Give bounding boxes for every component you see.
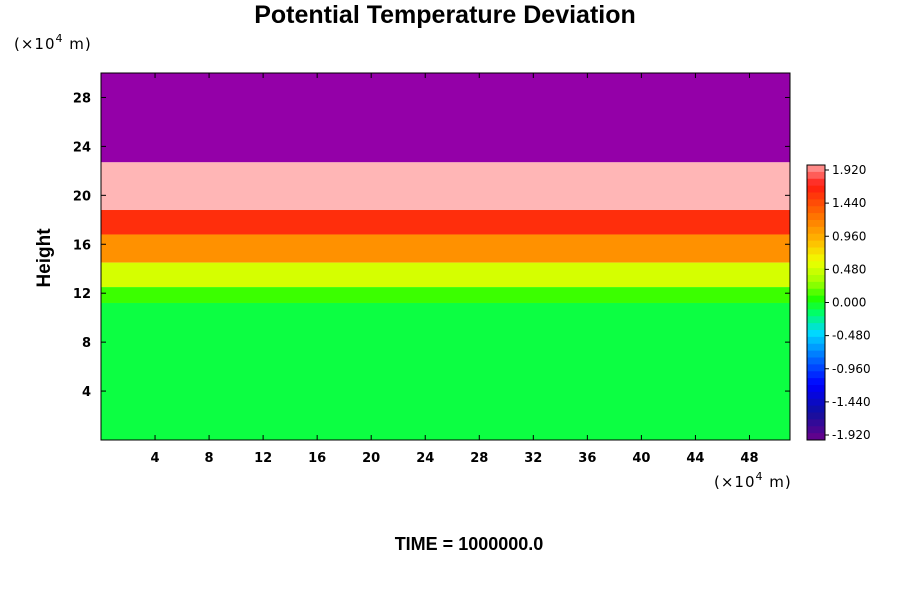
heatmap-band-1 — [101, 162, 790, 211]
heatmap-field — [101, 73, 790, 440]
colorbar-swatch — [807, 371, 825, 379]
colorbar-swatch — [807, 247, 825, 255]
colorbar-swatch — [807, 199, 825, 207]
x-tick-label: 40 — [632, 451, 650, 466]
colorbar-swatch — [807, 357, 825, 365]
colorbar-tick-label: 0.000 — [832, 296, 866, 310]
chart-title: Potential Temperature Deviation — [254, 1, 636, 29]
colorbar-swatch — [807, 206, 825, 214]
x-axis-unit: (×104 m) — [714, 470, 792, 491]
colorbar-swatch — [807, 233, 825, 242]
y-axis-ticks: 4 8 12 16 20 24 28 — [73, 91, 790, 400]
x-tick-label: 32 — [524, 451, 542, 466]
colorbar-swatch — [807, 165, 825, 173]
colorbar-swatch — [807, 309, 825, 317]
colorbar-swatch — [807, 412, 825, 420]
colorbar-tick-label: -1.920 — [832, 428, 871, 442]
heatmap-band-0 — [101, 73, 790, 163]
colorbar-swatch — [807, 240, 825, 248]
x-tick-label: 28 — [470, 451, 488, 466]
x-axis-ticks: 4 8 12 16 20 24 28 32 36 40 44 48 — [151, 73, 759, 466]
x-tick-label: 8 — [205, 451, 214, 466]
x-tick-label: 48 — [740, 451, 758, 466]
colorbar-swatch — [807, 275, 825, 283]
colorbar-swatch — [807, 178, 825, 187]
x-tick-label: 4 — [151, 451, 160, 466]
x-tick-label: 12 — [254, 451, 272, 466]
x-tick-label: 36 — [578, 451, 596, 466]
colorbar-swatch — [807, 364, 825, 372]
y-tick-label: 28 — [73, 91, 91, 106]
x-tick-label: 24 — [416, 451, 434, 466]
colorbar-swatch — [807, 405, 825, 413]
heatmap-band-5 — [101, 287, 790, 303]
colorbar-swatch — [807, 385, 825, 393]
colorbar-swatch — [807, 171, 825, 180]
colorbar-swatch — [807, 343, 825, 352]
colorbar-swatch — [807, 185, 825, 193]
x-tick-label: 20 — [362, 451, 380, 466]
heatmap-band-6 — [101, 302, 790, 440]
plot-frame — [100, 72, 791, 441]
colorbar-swatch — [807, 419, 825, 427]
heatmap-band-4 — [101, 262, 790, 288]
colorbar-tick-label: 0.960 — [832, 229, 866, 243]
time-label: TIME = 1000000.0 — [395, 534, 544, 554]
y-tick-label: 4 — [82, 385, 91, 400]
colorbar: 1.920 1.440 0.960 0.480 0.000 -0.480 -0.960 -1.… — [806, 163, 871, 442]
colorbar-swatch — [807, 316, 825, 324]
y-tick-label: 16 — [73, 238, 91, 253]
colorbar-swatch — [807, 302, 825, 310]
colorbar-swatch — [807, 433, 825, 441]
colorbar-swatch — [807, 268, 825, 276]
colorbar-swatch — [807, 330, 825, 338]
heatmap-band-2 — [101, 210, 790, 235]
colorbar-swatch — [807, 261, 825, 269]
colorbar-tick-label: -0.960 — [832, 362, 871, 376]
colorbar-swatch — [807, 350, 825, 358]
colorbar-swatch — [807, 391, 825, 400]
colorbar-swatch — [807, 288, 825, 297]
colorbar-swatch — [807, 226, 825, 235]
x-tick-label: 44 — [686, 451, 704, 466]
y-axis-label: Height — [34, 228, 55, 288]
colorbar-swatch — [807, 398, 825, 407]
x-tick-label: 16 — [308, 451, 326, 466]
colorbar-tick-label: -1.440 — [832, 395, 871, 409]
y-tick-label: 24 — [73, 140, 91, 155]
y-axis-unit: (×104 m) — [14, 32, 92, 53]
colorbar-swatch — [807, 192, 825, 200]
colorbar-swatch — [807, 426, 825, 434]
y-tick-label: 12 — [73, 287, 91, 302]
colorbar-swatch — [807, 336, 825, 345]
colorbar-swatch — [807, 254, 825, 262]
y-tick-label: 20 — [73, 189, 91, 204]
colorbar-swatch — [807, 378, 825, 386]
colorbar-swatch — [807, 295, 825, 303]
colorbar-tick-label: 0.480 — [832, 262, 866, 276]
heatmap-band-3 — [101, 234, 790, 263]
colorbar-swatch — [807, 220, 825, 228]
colorbar-swatch — [807, 323, 825, 331]
y-tick-label: 8 — [82, 336, 91, 351]
colorbar-swatch — [807, 213, 825, 221]
colorbar-tick-label: -0.480 — [832, 329, 871, 343]
colorbar-swatch — [807, 281, 825, 290]
colorbar-tick-label: 1.920 — [832, 163, 866, 177]
colorbar-tick-label: 1.440 — [832, 196, 866, 210]
